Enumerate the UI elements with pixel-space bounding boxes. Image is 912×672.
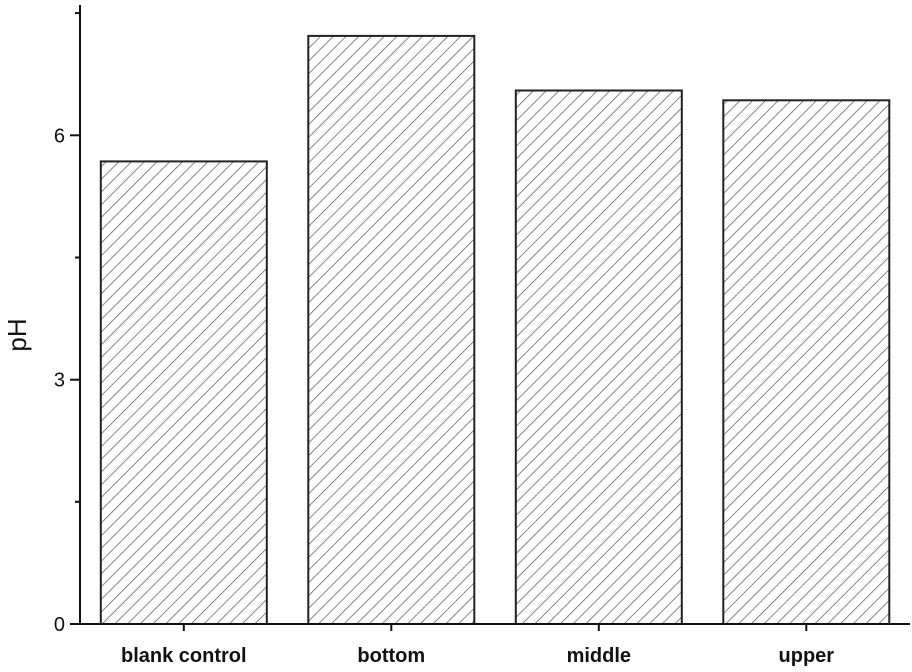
bar-blank-control — [99, 160, 268, 625]
axes-group: blank control bottom middle upper 0 3 6 — [54, 5, 910, 667]
x-tick-label: upper — [779, 645, 835, 667]
bar-bottom — [307, 34, 476, 625]
y-tick-label: 6 — [54, 125, 65, 147]
x-tick-label: middle — [567, 645, 631, 667]
x-tick-label: bottom — [357, 645, 425, 667]
x-tick-label: blank control — [121, 645, 247, 667]
bars-group — [99, 34, 891, 626]
y-tick-label: 3 — [54, 370, 65, 392]
y-axis-title: pH — [2, 318, 32, 351]
bar-middle — [514, 89, 683, 625]
y-tick-label: 0 — [54, 614, 65, 636]
bar-upper — [722, 99, 891, 626]
